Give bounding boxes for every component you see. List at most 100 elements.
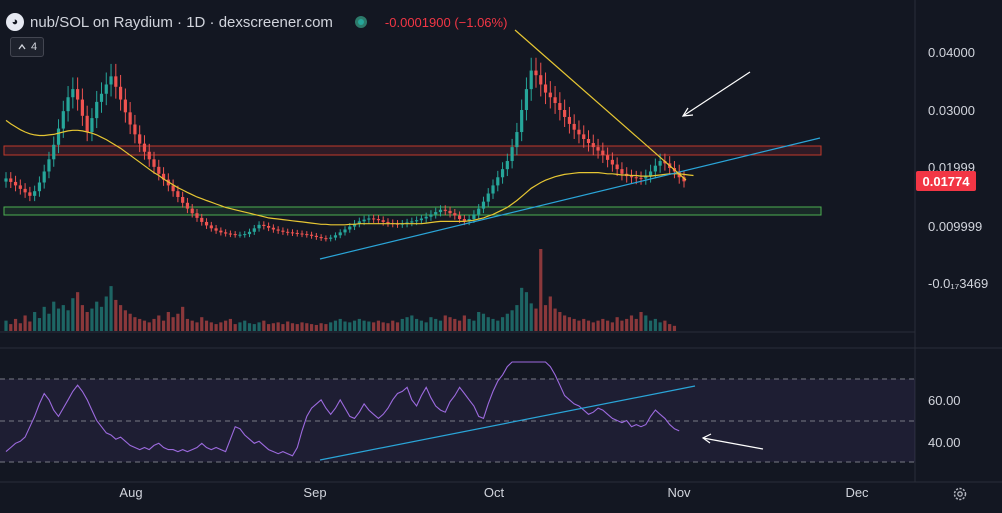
volume-bar: [147, 322, 151, 331]
volume-bar: [118, 305, 123, 331]
candle-body: [123, 99, 127, 113]
candle-body: [338, 232, 342, 236]
volume-bar: [271, 323, 275, 331]
volume-bar: [309, 324, 314, 331]
market-status-icon[interactable]: [354, 16, 367, 28]
candle-body: [539, 75, 543, 85]
volume-bar: [329, 322, 333, 331]
candle-body: [228, 233, 233, 235]
volume-bar: [457, 320, 462, 331]
volume-bar: [324, 324, 328, 331]
candle-body: [114, 76, 118, 87]
candle-body: [37, 182, 42, 192]
candle-body: [190, 208, 194, 214]
rsi-band: [0, 379, 915, 462]
candle-body: [352, 223, 357, 227]
volume-bar: [634, 318, 638, 331]
candle-body: [281, 230, 285, 232]
candle-body: [567, 116, 572, 124]
volume-bar: [386, 323, 390, 331]
candle-body: [47, 159, 51, 172]
pair-title: nub/SOL on Raydium · 1D · dexscreener.co…: [30, 13, 333, 31]
resistance-zone: [3, 145, 822, 156]
candle-body: [577, 129, 581, 135]
candle-body: [438, 209, 443, 213]
volume-bars: [4, 249, 677, 331]
volume-bar: [529, 303, 533, 331]
candle-body: [71, 89, 75, 98]
time-label: Oct: [484, 485, 505, 500]
time-label: Sep: [303, 485, 326, 500]
candle-body: [424, 216, 428, 219]
candle-body: [634, 177, 638, 179]
candle-body: [104, 84, 108, 94]
candle-body: [629, 176, 634, 178]
candle-body: [152, 159, 156, 167]
settings-button[interactable]: [951, 485, 969, 503]
gear-icon: [953, 487, 967, 501]
volume-bar: [276, 322, 280, 331]
candle-body: [204, 221, 209, 226]
candle-body: [276, 229, 280, 231]
volume-bar: [47, 313, 51, 331]
volume-bar: [372, 322, 376, 331]
candle-body: [496, 177, 500, 186]
volume-bar: [161, 320, 166, 331]
volume-bar: [496, 320, 500, 331]
volume-bar: [672, 325, 677, 331]
volume-bar: [262, 320, 266, 331]
candle-body: [181, 196, 185, 203]
candle-body: [28, 192, 32, 196]
candle-body: [434, 212, 438, 215]
volume-bar: [300, 322, 304, 331]
candle-body: [372, 218, 376, 220]
volume-bar: [400, 318, 404, 331]
candle-body: [481, 201, 486, 209]
candle-body: [80, 99, 84, 116]
candle-body: [606, 155, 610, 160]
candle-body: [620, 169, 624, 174]
volume-bar: [596, 320, 600, 331]
candle-body: [419, 218, 423, 221]
volume-bar: [80, 305, 84, 331]
volume-bar: [367, 321, 371, 331]
volume-bar: [190, 320, 194, 331]
volume-bar: [405, 317, 409, 331]
candle-body: [243, 234, 247, 236]
volume-bar: [61, 305, 65, 331]
volume-bar: [209, 322, 213, 331]
volume-bar: [625, 318, 629, 331]
candle-body: [362, 219, 366, 222]
candle-body: [138, 134, 142, 144]
candle-body: [214, 228, 218, 231]
volume-bar: [343, 321, 347, 331]
candle-body: [319, 237, 323, 239]
candle-body: [491, 185, 495, 194]
volume-bar: [238, 322, 242, 331]
candle-body: [99, 93, 104, 102]
candle-body: [591, 143, 595, 148]
candle-body: [386, 221, 390, 224]
candle-body: [348, 226, 352, 230]
candle-body: [185, 202, 190, 209]
last-price-label: 0.01774: [923, 174, 971, 189]
candle-body: [572, 123, 576, 130]
indicators-toggle-button[interactable]: 4: [10, 37, 45, 57]
price-label: 0.009999: [928, 219, 982, 234]
volume-bar: [90, 308, 94, 331]
volume-bar: [348, 322, 352, 331]
volume-bar: [668, 324, 672, 331]
candle-body: [477, 208, 481, 215]
volume-bar: [658, 322, 662, 331]
volume-bar: [200, 317, 204, 331]
annotation-arrow-rsi: [701, 433, 764, 450]
volume-bar: [319, 323, 323, 331]
volume-bar: [510, 310, 514, 331]
volume-bar: [123, 310, 127, 331]
candle-body: [33, 191, 37, 196]
volume-bar: [71, 298, 75, 331]
volume-bar: [615, 317, 619, 331]
candle-body: [271, 227, 275, 230]
time-label: Nov: [667, 485, 691, 500]
